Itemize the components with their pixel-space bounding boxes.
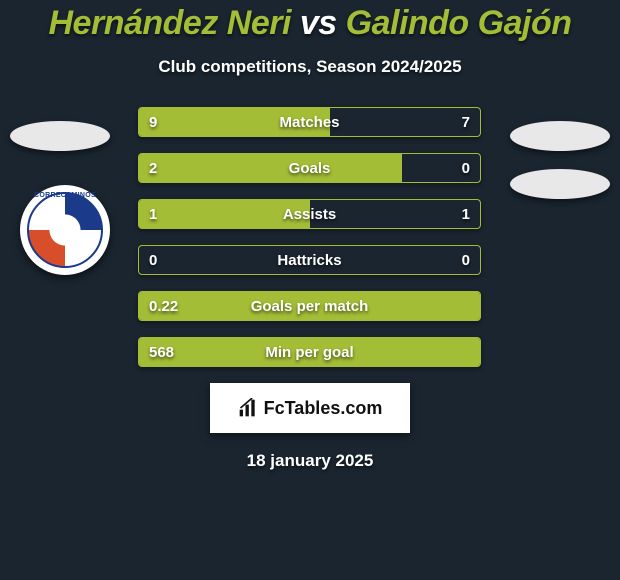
vs-separator: vs (300, 4, 337, 42)
club-badge-graphic: CORRECAMINOS (27, 192, 103, 268)
stat-label: Min per goal (139, 338, 480, 366)
club-badge-label: CORRECAMINOS (29, 192, 101, 199)
subtitle: Club competitions, Season 2024/2025 (0, 57, 620, 77)
stat-right-value: 1 (452, 200, 480, 228)
stat-bar-row: 0.22Goals per match (138, 291, 481, 321)
source-logo-text: FcTables.com (264, 398, 383, 419)
stat-bar-row: 9Matches7 (138, 107, 481, 137)
stat-right-value: 7 (452, 108, 480, 136)
photo-placeholder-right-2 (510, 169, 610, 199)
stat-label: Hattricks (139, 246, 480, 274)
stat-label: Goals (139, 154, 480, 182)
photo-placeholder-left (10, 121, 110, 151)
stats-bars: 9Matches72Goals01Assists10Hattricks00.22… (138, 107, 481, 367)
player2-name: Galindo Gajón (346, 4, 572, 42)
stat-bar-row: 0Hattricks0 (138, 245, 481, 275)
stat-right-value: 0 (452, 154, 480, 182)
stat-right-value: 0 (452, 246, 480, 274)
photo-placeholder-right-1 (510, 121, 610, 151)
player1-name: Hernández Neri (49, 4, 291, 42)
club-badge: CORRECAMINOS (20, 185, 110, 275)
comparison-title: Hernández Neri vs Galindo Gajón (0, 0, 620, 43)
chart-icon (238, 398, 258, 418)
stat-label: Goals per match (139, 292, 480, 320)
stat-label: Assists (139, 200, 480, 228)
source-logo-box: FcTables.com (210, 383, 410, 433)
stat-bar-row: 568Min per goal (138, 337, 481, 367)
content-area: CORRECAMINOS 9Matches72Goals01Assists10H… (0, 107, 620, 367)
stat-bar-row: 1Assists1 (138, 199, 481, 229)
stat-label: Matches (139, 108, 480, 136)
date-text: 18 january 2025 (0, 451, 620, 471)
stat-bar-row: 2Goals0 (138, 153, 481, 183)
